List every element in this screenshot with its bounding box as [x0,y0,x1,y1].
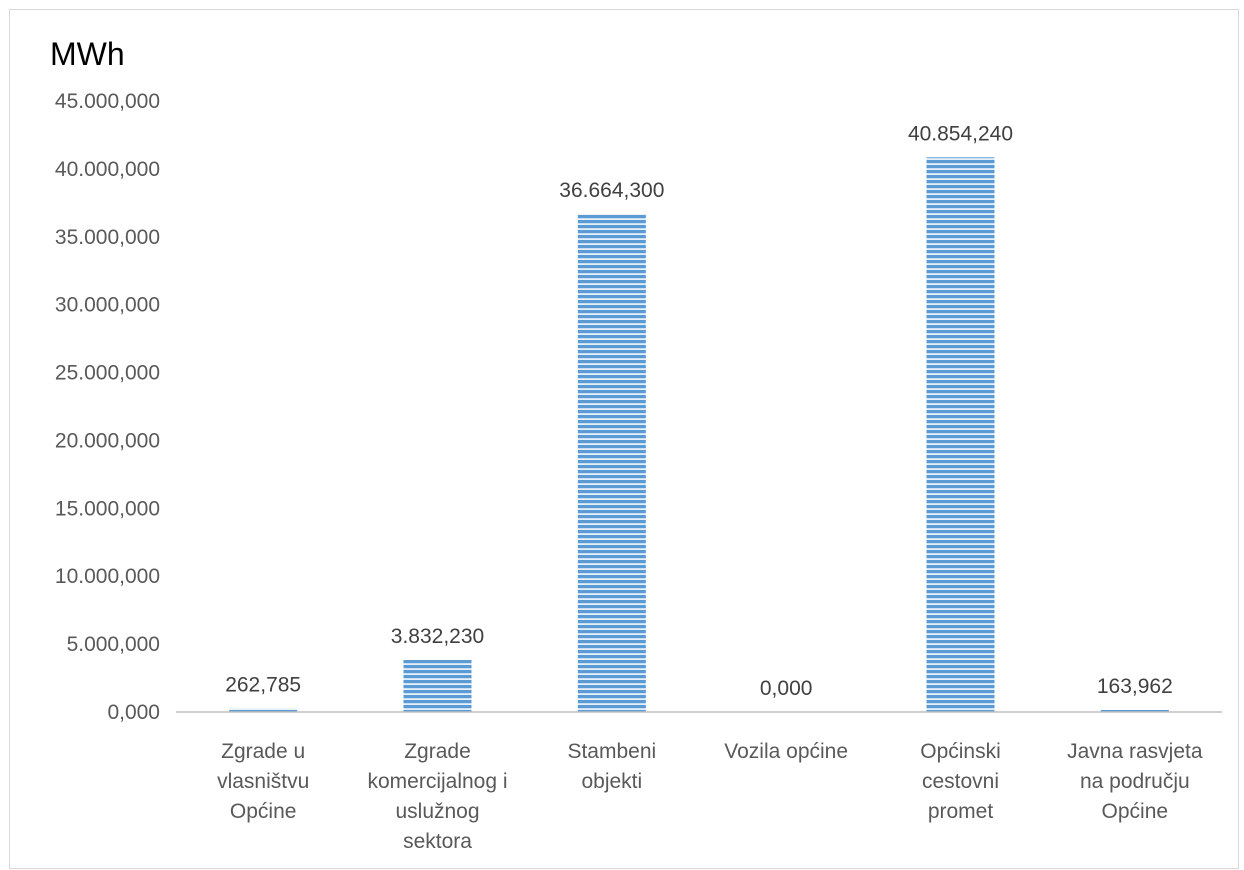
y-tick-label: 15.000,000 [55,497,160,520]
x-tick-label: komercijalnog i [367,770,507,793]
data-label: 0,000 [760,677,813,700]
x-tick-label: Općinski [920,740,1001,763]
y-tick-label: 5.000,000 [67,633,160,656]
y-tick-label: 35.000,000 [55,226,160,249]
bar-chart: MWh 0,000 5.000,000 10.000,000 15.000,000 20… [50,36,1222,853]
data-label: 36.664,300 [559,179,664,202]
category-labels: Zgrade u vlasništvu Općine Zgrade komercijal… [217,740,1203,853]
bar [229,708,298,712]
x-tick-label: Vozila općine [724,740,848,763]
y-tick-label: 20.000,000 [55,429,160,452]
x-tick-label: Javna rasvjeta [1067,740,1203,763]
bars [229,157,1169,712]
chart-frame: MWh 0,000 5.000,000 10.000,000 15.000,000 20… [9,9,1239,869]
data-labels: 262,785 3.832,230 36.664,300 0,000 40.854,24… [225,122,1173,700]
x-tick-label: Općine [1102,800,1169,823]
y-tick-label: 40.000,000 [55,158,160,181]
x-tick-label: Zgrade u [221,740,305,763]
bar [926,157,995,712]
x-tick-label: Stambeni [567,740,656,763]
data-label: 163,962 [1097,675,1173,698]
x-tick-label: promet [928,800,994,823]
bar [1100,709,1169,712]
y-tick-label: 25.000,000 [55,362,160,385]
data-label: 40.854,240 [908,122,1013,145]
data-label: 3.832,230 [391,625,484,648]
y-axis: 0,000 5.000,000 10.000,000 15.000,000 20.000… [55,90,160,724]
y-unit-label: MWh [50,36,125,72]
bar [403,659,472,712]
y-tick-label: 0,000 [107,701,160,724]
y-tick-label: 45.000,000 [55,90,160,113]
x-tick-label: uslužnog [395,800,479,823]
x-tick-label: objekti [581,770,642,793]
x-tick-label: Zgrade [404,740,471,763]
x-tick-label: vlasništvu [217,770,309,793]
x-tick-label: Općine [230,800,297,823]
x-tick-label: sektora [403,830,472,853]
x-tick-label: cestovni [922,770,999,793]
y-tick-label: 30.000,000 [55,294,160,317]
x-tick-label: na području [1080,770,1190,793]
data-label: 262,785 [225,673,301,696]
y-tick-label: 10.000,000 [55,565,160,588]
bar [577,214,646,712]
